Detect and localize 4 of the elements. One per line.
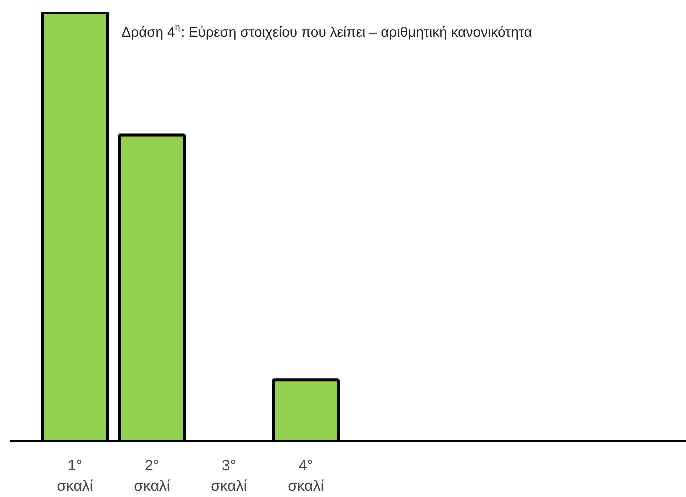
x-tick-label: 4° σκαλί [288, 458, 325, 495]
x-tick-label: 3° σκαλί [211, 458, 248, 495]
x-tick-label: 2° σκαλί [134, 458, 171, 495]
x-tick-label: 1° σκαλί [57, 458, 94, 495]
